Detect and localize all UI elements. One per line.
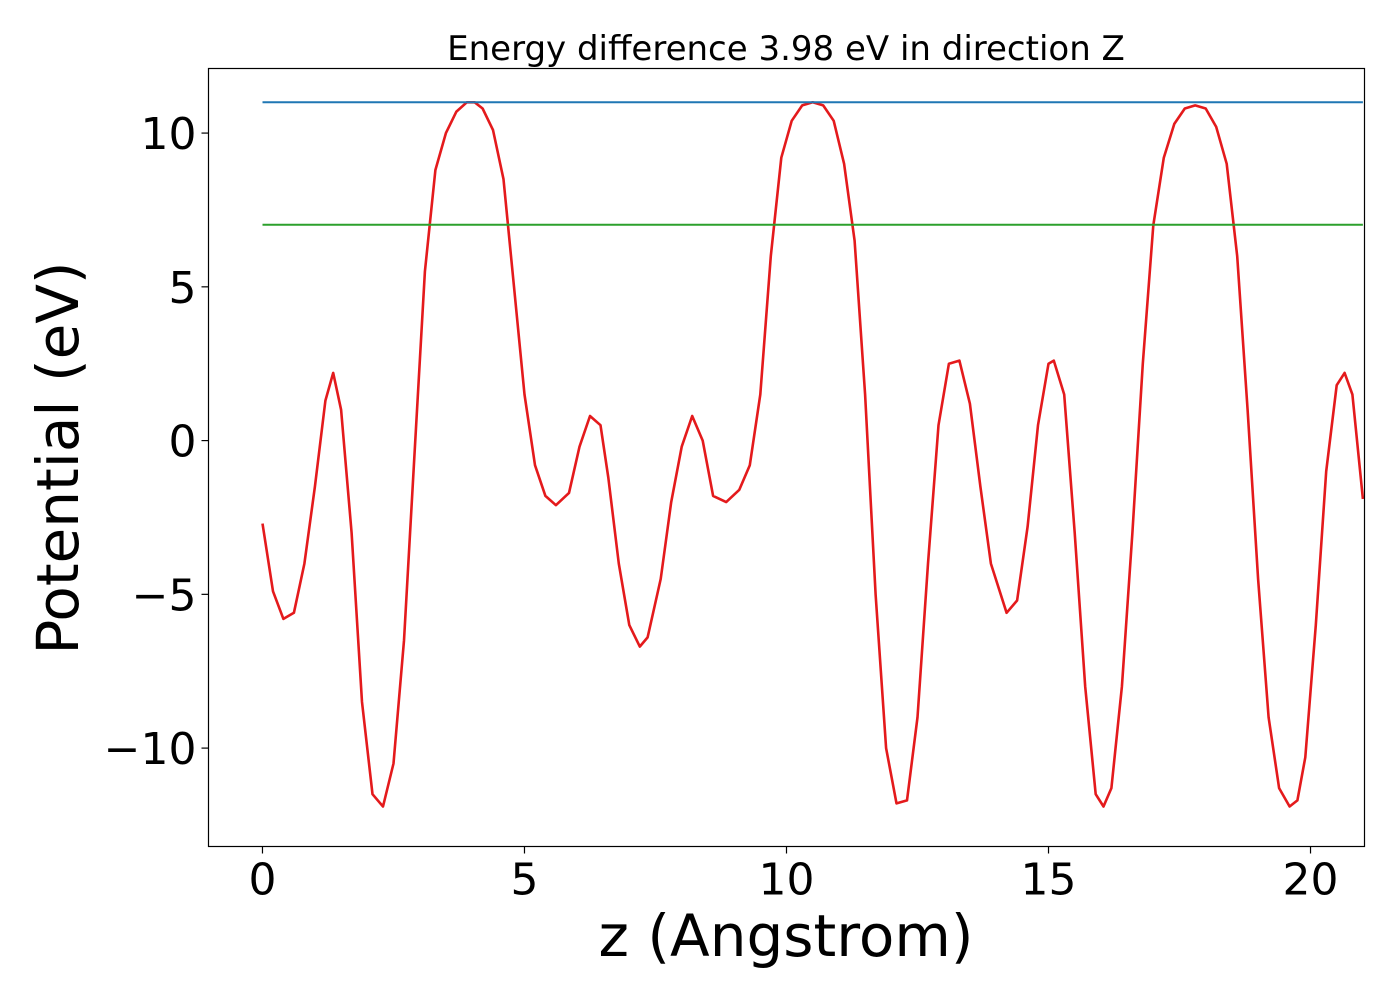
chart-title: Energy difference 3.98 eV in direction Z: [447, 29, 1125, 69]
x-tick-label: 20: [1283, 855, 1339, 906]
x-axis: 0 5 10 15 20: [248, 846, 1339, 906]
y-tick-label: 10: [141, 109, 197, 160]
y-axis-label: Potential (eV): [24, 261, 92, 654]
x-tick-label: 15: [1021, 855, 1077, 906]
y-tick-label: −5: [132, 570, 197, 621]
x-tick-label: 0: [248, 855, 276, 906]
y-axis: −10 −5 0 5 10: [104, 109, 209, 775]
potential-curve: [261, 101, 1365, 808]
x-tick-label: 5: [510, 855, 538, 906]
y-tick-label: 5: [169, 263, 197, 314]
x-axis-label: z (Angstrom): [599, 902, 974, 970]
x-tick-label: 10: [759, 855, 815, 906]
series-layer: [261, 101, 1365, 808]
y-tick-label: 0: [169, 417, 197, 468]
y-tick-label: −10: [104, 724, 197, 775]
